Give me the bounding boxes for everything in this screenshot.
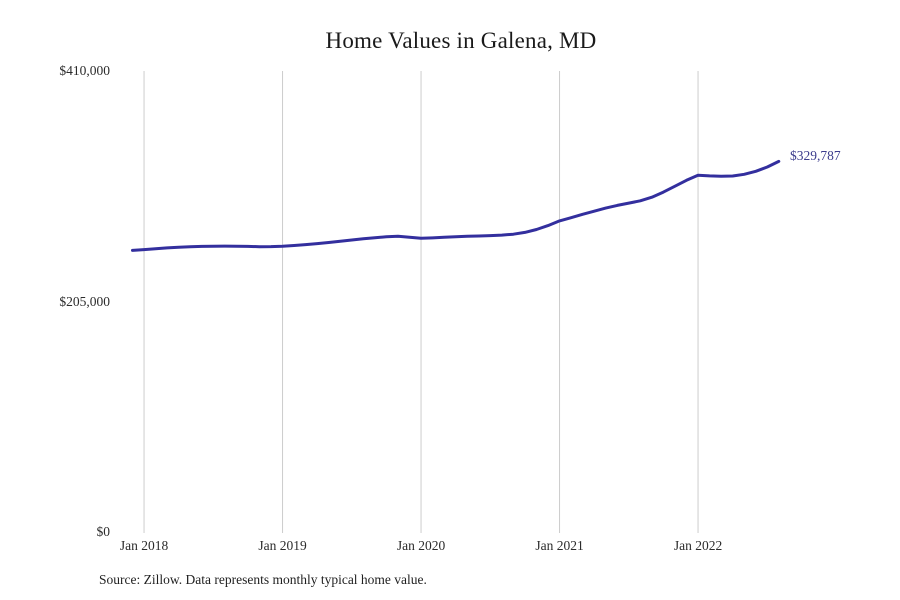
y-axis-tick-410000: $410,000 [59, 63, 110, 78]
x-axis-tick-jan2022: Jan 2022 [673, 538, 723, 553]
x-axis-tick-jan2020: Jan 2020 [396, 538, 446, 553]
chart-title: Home Values in Galena, MD [325, 28, 597, 53]
y-axis-tick-0: $0 [96, 524, 111, 539]
y-axis-tick-205000: $205,000 [59, 294, 110, 309]
x-axis-tick-jan2018: Jan 2018 [119, 538, 169, 553]
x-axis-tick-jan2019: Jan 2019 [258, 538, 307, 553]
x-axis-tick-jan2021: Jan 2021 [535, 538, 584, 553]
latest-value-annotation: $329,787 [790, 148, 841, 163]
source-attribution: Source: Zillow. Data represents monthly … [99, 572, 427, 587]
vertical-gridlines [143, 71, 699, 533]
home-value-line-series [131, 159, 781, 252]
